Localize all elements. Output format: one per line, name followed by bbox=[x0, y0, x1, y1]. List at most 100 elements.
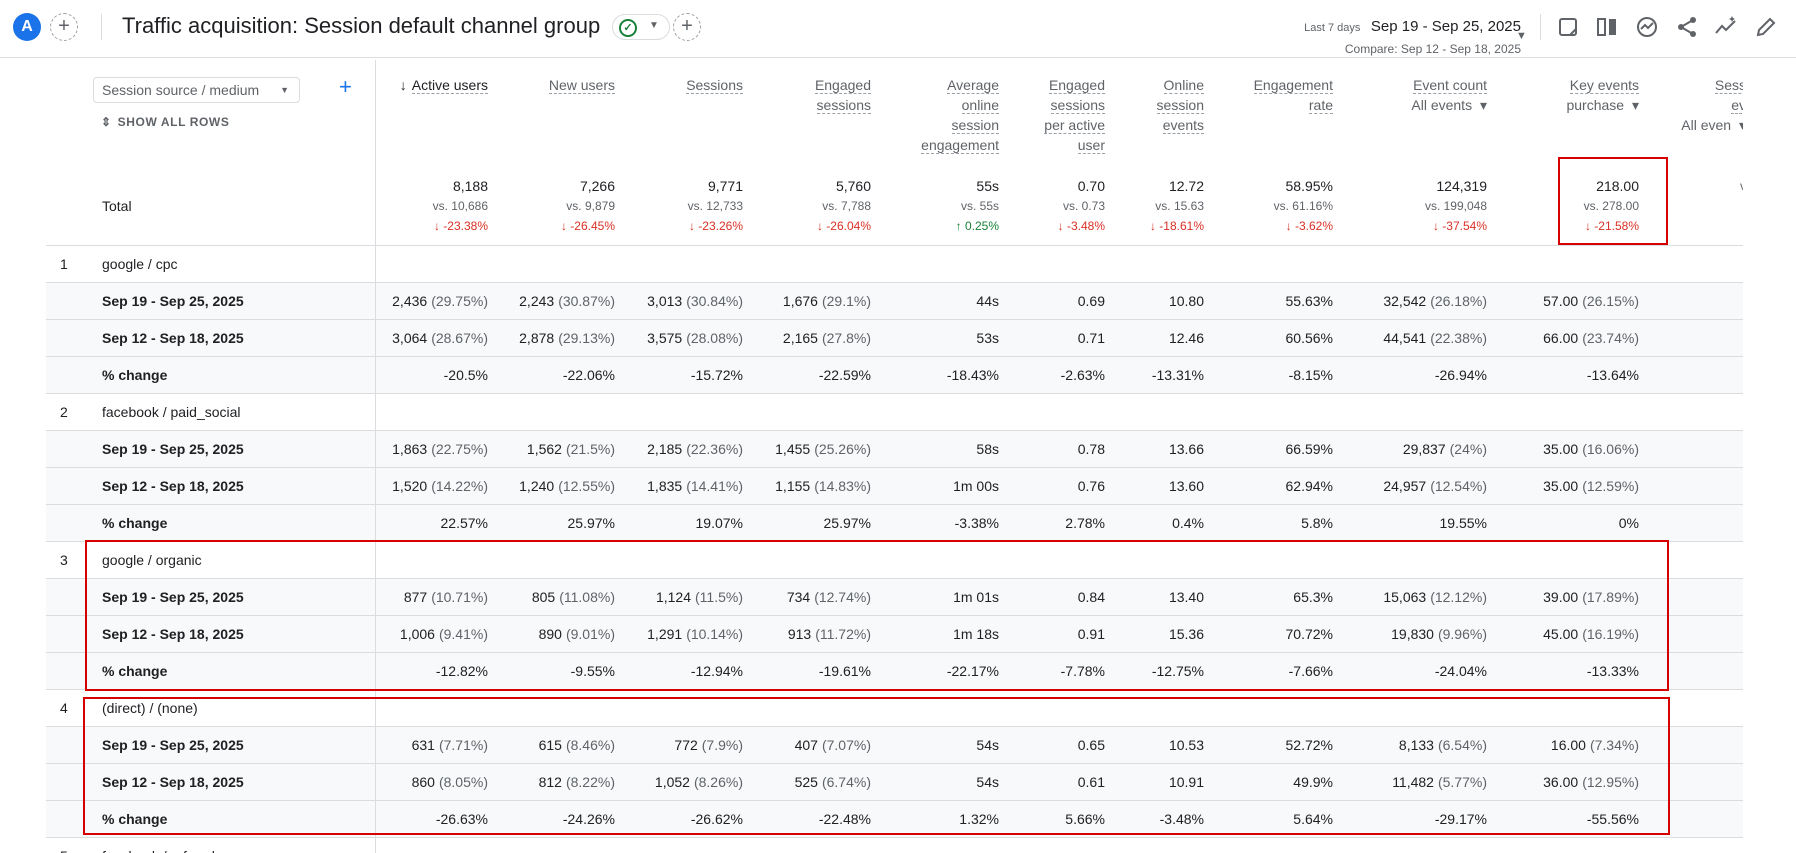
report-status-pill[interactable]: ✓ ▼ bbox=[612, 14, 670, 40]
chevron-down-icon: ▼ bbox=[649, 20, 659, 31]
metric-cell: 52.72% bbox=[1286, 737, 1333, 753]
column-header[interactable]: ↓ Active users bbox=[400, 75, 488, 95]
column-header[interactable]: Event count All events ▾ bbox=[1411, 75, 1487, 115]
metric-cell: 13.60 bbox=[1169, 478, 1204, 494]
metric-cell: 10.53 bbox=[1169, 737, 1204, 753]
column-header[interactable]: Online session events bbox=[1156, 75, 1204, 135]
table-row[interactable]: % change -20.5% -22.06% -15.72% -22.59% -18.4… bbox=[46, 357, 1743, 394]
group-row[interactable]: 5 facebook / referral bbox=[46, 838, 1743, 853]
metric-cell: 631 (7.71%) bbox=[412, 737, 488, 753]
metric-cell: 70.72% bbox=[1286, 626, 1333, 642]
group-row[interactable]: 4 (direct) / (none) bbox=[46, 690, 1743, 727]
total-cell: 0.70 vs. 0.73 ↓ -3.48% bbox=[1058, 176, 1105, 236]
column-header-label: Sessions bbox=[686, 77, 743, 94]
metric-value: 0.69 bbox=[1077, 293, 1105, 309]
metric-value: 734 bbox=[786, 589, 811, 605]
table-row[interactable]: % change 22.57% 25.97% 19.07% 25.97% -3.38% 2.… bbox=[46, 505, 1743, 542]
metric-value: -55.56% bbox=[1586, 811, 1639, 827]
metric-cell: 1,291 (10.14%) bbox=[647, 626, 743, 642]
group-row[interactable]: 2 facebook / paid_social bbox=[46, 394, 1743, 431]
column-header[interactable]: New users bbox=[548, 75, 615, 95]
metric-value: 13.66 bbox=[1168, 441, 1204, 457]
pencil-icon[interactable] bbox=[1753, 14, 1779, 40]
table-row[interactable]: Sep 12 - Sep 18, 2025 860 (8.05%) 812 (8.22%… bbox=[46, 764, 1743, 801]
metric-value: -9.55% bbox=[570, 663, 615, 679]
table-row[interactable]: % change -12.82% -9.55% -12.94% -19.61% -22.1… bbox=[46, 653, 1743, 690]
metric-value: 805 bbox=[531, 589, 556, 605]
table-row[interactable]: Sep 12 - Sep 18, 2025 3,064 (28.67%) 2,878(… bbox=[46, 320, 1743, 357]
table-row[interactable]: Sep 19 - Sep 25, 2025 2,436 (29.75%) 2,243(… bbox=[46, 283, 1743, 320]
group-row[interactable]: 3 google / organic bbox=[46, 542, 1743, 579]
trend-icon[interactable] bbox=[1713, 14, 1739, 40]
column-header[interactable]: Sess ev All even ▾ bbox=[1681, 75, 1743, 135]
table-row[interactable]: % change -26.63% -24.26% -26.62% -22.48% 1.32… bbox=[46, 801, 1743, 838]
metric-cell: 1,006 (9.41%) bbox=[400, 626, 488, 642]
source-medium-label: (direct) / (none) bbox=[102, 700, 198, 716]
metric-cell: 60.56% bbox=[1286, 330, 1333, 346]
dimension-selector[interactable]: Session source / medium ▼ bbox=[93, 77, 300, 103]
total-cell: 8,188 vs. 10,686 ↓ -23.38% bbox=[433, 176, 488, 236]
metric-value: -24.04% bbox=[1434, 663, 1487, 679]
metric-cell: 12.46 bbox=[1169, 330, 1204, 346]
column-header[interactable]: Engagement rate bbox=[1253, 75, 1333, 115]
add-filter-button[interactable]: + bbox=[673, 13, 701, 41]
metric-cell: 1,520 (14.22%) bbox=[392, 478, 488, 494]
metric-cell: 57.00 (26.15%) bbox=[1543, 293, 1639, 309]
metric-percent: (29.13%) bbox=[558, 330, 615, 346]
total-comparison: vs. 7,788 bbox=[822, 199, 871, 213]
table-row[interactable]: Sep 19 - Sep 25, 2025 1,863 (22.75%) 1,562(… bbox=[46, 431, 1743, 468]
table-row[interactable]: Sep 19 - Sep 25, 2025 877 (10.71%) 805 (11.0… bbox=[46, 579, 1743, 616]
column-header[interactable]: Average online session engagement bbox=[921, 75, 999, 155]
column-header[interactable]: Engaged sessions bbox=[814, 75, 871, 115]
table-row[interactable]: Sep 19 - Sep 25, 2025 631 (7.71%) 615 (8.46%… bbox=[46, 727, 1743, 764]
group-row[interactable]: 1 google / cpc bbox=[46, 246, 1743, 283]
column-header[interactable]: Engaged sessions per active user bbox=[1044, 75, 1105, 155]
compare-columns-icon[interactable] bbox=[1594, 14, 1620, 40]
metric-cell: 2,878 (29.13%) bbox=[519, 330, 615, 346]
total-value: 124,319 bbox=[1436, 178, 1487, 194]
metric-percent: (7.34%) bbox=[1589, 737, 1639, 753]
column-header[interactable]: Key events purchase ▾ bbox=[1566, 75, 1639, 115]
date-preset-label: Last 7 days bbox=[1304, 22, 1361, 34]
column-header-label: Average bbox=[947, 77, 999, 94]
metric-percent: (11.08%) bbox=[559, 589, 615, 605]
show-all-rows-button[interactable]: ⇕ SHOW ALL ROWS bbox=[101, 115, 229, 129]
insights-icon[interactable] bbox=[1634, 14, 1660, 40]
metric-value: -24.26% bbox=[562, 811, 615, 827]
metric-value: 1,562 bbox=[526, 441, 562, 457]
metric-value: 2,243 bbox=[519, 293, 555, 309]
share-icon[interactable] bbox=[1674, 14, 1700, 40]
table-row[interactable]: Sep 12 - Sep 18, 2025 1,006 (9.41%) 890 (9.0… bbox=[46, 616, 1743, 653]
metric-value: 1,676 bbox=[782, 293, 818, 309]
metric-cell: 0.65 bbox=[1078, 737, 1105, 753]
metric-cell: -24.04% bbox=[1435, 663, 1487, 679]
metric-percent: (30.84%) bbox=[686, 293, 743, 309]
table-row[interactable]: Sep 12 - Sep 18, 2025 1,520 (14.22%) 1,240(… bbox=[46, 468, 1743, 505]
account-avatar[interactable]: A bbox=[13, 13, 41, 41]
metric-cell: 15.36 bbox=[1169, 626, 1204, 642]
metric-filter-select[interactable]: All events ▾ bbox=[1411, 95, 1487, 115]
metric-cell: 16.00 (7.34%) bbox=[1551, 737, 1639, 753]
total-value: 55s bbox=[976, 178, 999, 194]
metric-value: -2.63% bbox=[1060, 367, 1105, 383]
metric-cell: -3.48% bbox=[1160, 811, 1204, 827]
edit-note-icon[interactable] bbox=[1555, 14, 1581, 40]
metric-filter-select[interactable]: All even ▾ bbox=[1681, 115, 1743, 135]
metric-value: -18.43% bbox=[946, 367, 999, 383]
add-comparison-button[interactable]: + bbox=[50, 13, 78, 41]
chevron-down-icon[interactable]: ▼ bbox=[1516, 30, 1527, 42]
add-dimension-button[interactable]: + bbox=[339, 74, 352, 99]
column-header[interactable]: Sessions bbox=[686, 75, 743, 95]
chevron-down-icon: ▾ bbox=[1476, 97, 1487, 113]
row-label: Sep 12 - Sep 18, 2025 bbox=[102, 626, 244, 642]
metric-filter-select[interactable]: purchase ▾ bbox=[1566, 95, 1639, 115]
metric-value: 60.56% bbox=[1285, 330, 1333, 346]
metric-cell: 1,124 (11.5%) bbox=[656, 589, 743, 605]
sort-arrow-icon[interactable]: ↓ bbox=[399, 77, 407, 93]
metric-value: 2,436 bbox=[392, 293, 428, 309]
date-range-picker[interactable]: Last 7 days Sep 19 - Sep 25, 2025 bbox=[1304, 18, 1521, 36]
metric-value: -19.61% bbox=[818, 663, 871, 679]
metric-value: -13.33% bbox=[1586, 663, 1639, 679]
metric-cell: -2.63% bbox=[1061, 367, 1105, 383]
metric-value: 5.66% bbox=[1065, 811, 1105, 827]
